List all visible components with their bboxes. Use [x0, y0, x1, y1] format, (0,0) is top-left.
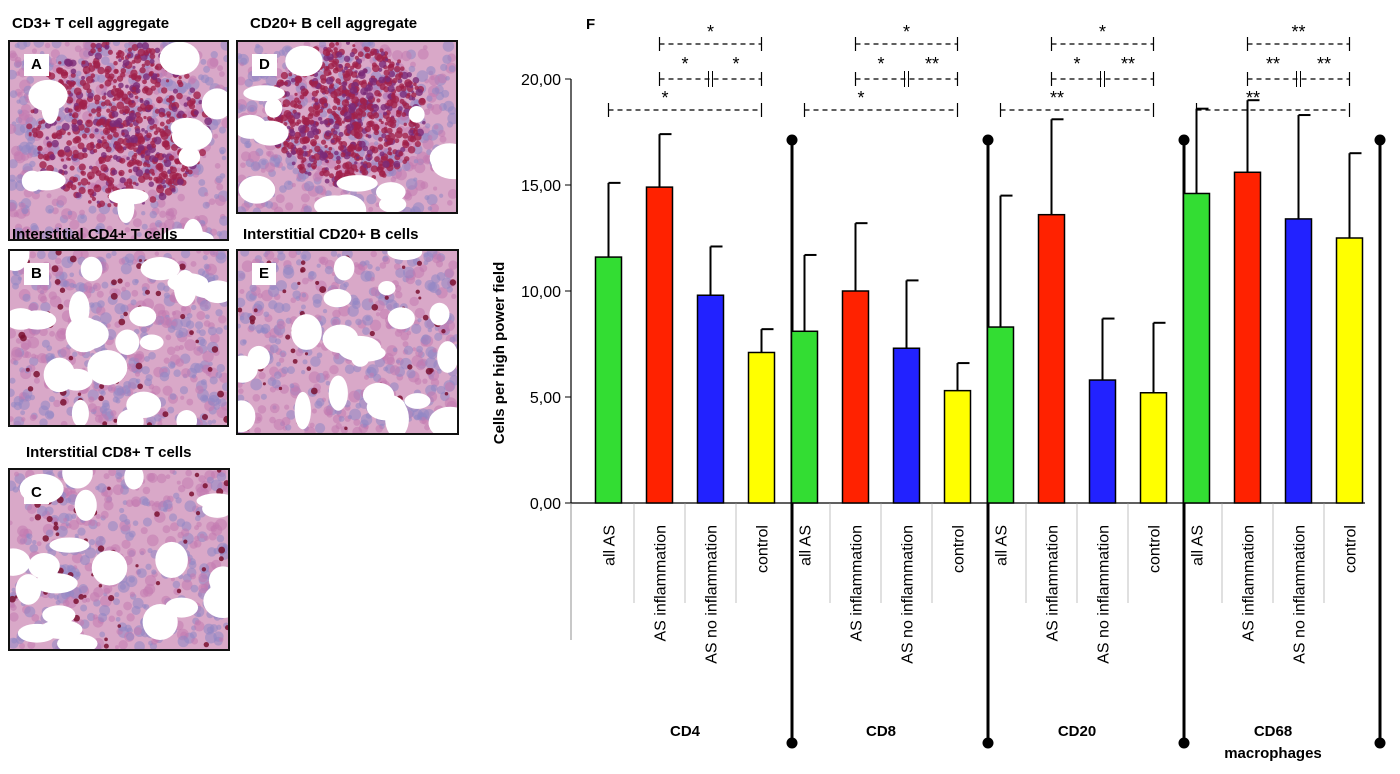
- panel-letter-e: E: [252, 263, 277, 285]
- significance-label: *: [681, 54, 688, 74]
- significance-label: **: [925, 54, 939, 74]
- group-label: CD68: [1254, 723, 1292, 740]
- micrograph-a: A: [8, 40, 229, 241]
- y-tick-label: 20,00: [521, 72, 561, 89]
- micrograph-title-d: CD20+ B cell aggregate: [250, 15, 418, 32]
- group-label: macrophages: [1224, 745, 1322, 762]
- micrograph-title-c: Interstitial CD8+ T cells: [26, 444, 192, 461]
- separator-dot: [982, 134, 994, 146]
- panel-letter-d: D: [252, 54, 277, 76]
- category-label: all AS: [798, 525, 815, 566]
- micrograph-texture: [238, 42, 456, 212]
- y-tick-label: 15,00: [521, 178, 561, 195]
- bar: [696, 294, 725, 504]
- bar: [986, 326, 1015, 504]
- significance-label: **: [1121, 54, 1135, 74]
- significance-label: *: [903, 22, 910, 42]
- category-label: control: [1343, 525, 1360, 573]
- micrograph-texture: [10, 42, 227, 239]
- micrograph-title-e: Interstitial CD20+ B cells: [243, 226, 419, 243]
- category-label: control: [951, 525, 968, 573]
- y-tick-label: 5,00: [530, 390, 561, 407]
- bar-chart: F Cells per high power field 0,00 5,00 10,00…: [491, 16, 1386, 762]
- significance-label: *: [1099, 22, 1106, 42]
- significance-label: **: [1291, 22, 1305, 42]
- bar: [1335, 237, 1364, 504]
- category-label: all AS: [994, 525, 1011, 566]
- bar: [1182, 192, 1211, 504]
- significance-label: *: [857, 88, 864, 108]
- panel-letter-a: A: [24, 54, 49, 76]
- significance-label: *: [732, 54, 739, 74]
- bar: [747, 351, 776, 504]
- micrograph-texture: [10, 470, 228, 649]
- panel-label-f: F: [586, 16, 595, 33]
- micrograph-title-a: CD3+ T cell aggregate: [12, 15, 170, 32]
- group-label: CD8: [866, 723, 896, 740]
- bar: [1037, 213, 1066, 504]
- bar: [1233, 171, 1262, 504]
- category-label: control: [1147, 525, 1164, 573]
- significance-label: **: [1317, 54, 1331, 74]
- bar: [1284, 218, 1313, 504]
- bar: [790, 330, 819, 504]
- bar: [943, 389, 972, 504]
- separator-dot: [1374, 134, 1386, 146]
- bar: [594, 256, 623, 504]
- micrograph-texture: [10, 251, 227, 425]
- category-label: control: [755, 525, 772, 573]
- group-label: CD20: [1058, 723, 1096, 740]
- micrograph-d: D: [236, 40, 458, 214]
- separator-dot: [786, 134, 798, 146]
- micrograph-e: E: [236, 249, 459, 435]
- significance-label: *: [707, 22, 714, 42]
- bar: [892, 347, 921, 504]
- separator-dot: [1178, 134, 1190, 146]
- y-tick-label: 10,00: [521, 284, 561, 301]
- micrograph-c: C: [8, 468, 230, 651]
- separator-dot: [982, 737, 994, 749]
- category-label: AS inflammation: [849, 525, 866, 642]
- category-label: AS inflammation: [1045, 525, 1062, 642]
- bar: [841, 290, 870, 504]
- significance-label: **: [1266, 54, 1280, 74]
- significance-label: *: [1073, 54, 1080, 74]
- category-label: all AS: [1190, 525, 1207, 566]
- category-label: AS no inflammation: [1292, 525, 1309, 664]
- separator-dot: [1178, 737, 1190, 749]
- y-tick-label: 0,00: [530, 496, 561, 513]
- micrograph-b: B: [8, 249, 229, 427]
- y-axis-label: Cells per high power field: [491, 262, 508, 445]
- significance-label: *: [877, 54, 884, 74]
- significance-label: **: [1050, 88, 1064, 108]
- category-label: AS inflammation: [1241, 525, 1258, 642]
- category-label: all AS: [602, 525, 619, 566]
- category-label: AS no inflammation: [1096, 525, 1113, 664]
- category-label: AS inflammation: [653, 525, 670, 642]
- separator-dot: [786, 737, 798, 749]
- significance-label: *: [661, 88, 668, 108]
- micrograph-title-b: Interstitial CD4+ T cells: [12, 226, 178, 243]
- bar: [1088, 379, 1117, 504]
- panel-letter-c: C: [24, 482, 49, 504]
- category-label: AS no inflammation: [900, 525, 917, 664]
- bar: [1139, 392, 1168, 504]
- significance-label: **: [1246, 88, 1260, 108]
- separator-dot: [1374, 737, 1386, 749]
- group-label: CD4: [670, 723, 701, 740]
- bar: [645, 186, 674, 504]
- category-label: AS no inflammation: [704, 525, 721, 664]
- panel-letter-b: B: [24, 263, 49, 285]
